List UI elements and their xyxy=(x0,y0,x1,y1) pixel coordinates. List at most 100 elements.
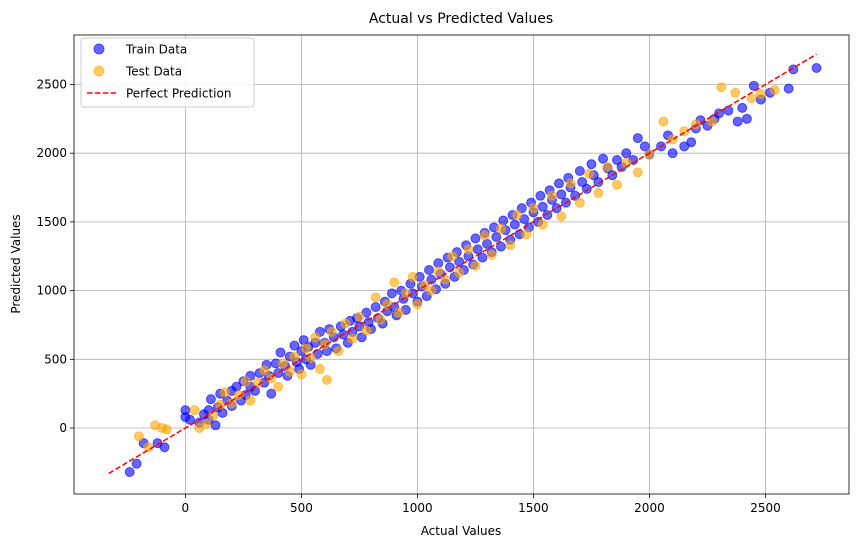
test-data-point xyxy=(347,333,358,344)
perfect-prediction-line xyxy=(108,53,817,475)
x-tick-label: 1000 xyxy=(402,501,433,515)
train-data-point xyxy=(185,414,196,425)
train-data-point xyxy=(275,347,286,358)
y-tick-label: 1500 xyxy=(36,215,67,229)
legend-marker-test xyxy=(93,65,105,77)
legend-label-test: Test Data xyxy=(125,65,182,79)
test-data-point xyxy=(528,203,539,214)
test-data-point xyxy=(546,190,557,201)
test-data-point xyxy=(486,249,497,260)
train-data-point xyxy=(732,116,743,127)
train-data-point xyxy=(498,215,509,226)
test-data-point xyxy=(382,299,393,310)
test-data-point xyxy=(375,314,386,325)
train-data-point xyxy=(542,210,553,221)
train-data-point xyxy=(210,420,221,431)
y-tick-label: 500 xyxy=(44,352,67,366)
train-data-point xyxy=(611,155,622,166)
test-data-point xyxy=(730,87,741,98)
test-data-point xyxy=(289,351,300,362)
test-data-point xyxy=(593,188,604,199)
test-data-point xyxy=(479,230,490,241)
train-data-point xyxy=(386,288,397,299)
x-axis-ticks: 0 500 1000 1500 2000 2500 xyxy=(182,494,781,515)
train-data-point xyxy=(249,385,260,396)
test-data-point xyxy=(556,211,567,222)
train-data-point xyxy=(581,183,592,194)
train-data-point xyxy=(535,190,546,201)
train-data-point xyxy=(472,244,483,255)
x-tick-label: 2000 xyxy=(634,501,665,515)
y-tick-label: 0 xyxy=(59,421,67,435)
train-data-point xyxy=(748,80,759,91)
test-data-point xyxy=(426,285,437,296)
train-data-point xyxy=(741,113,752,124)
test-data-point xyxy=(690,119,701,130)
train-data-point xyxy=(667,148,678,159)
test-data-point xyxy=(389,277,400,288)
test-data-point xyxy=(400,288,411,299)
x-tick-label: 2500 xyxy=(750,501,781,515)
legend-label-train: Train Data xyxy=(125,43,187,57)
train-data-point xyxy=(537,201,548,212)
test-data-point xyxy=(201,418,212,429)
test-data-point xyxy=(454,267,465,278)
test-data-point xyxy=(433,266,444,277)
test-data-point xyxy=(632,167,643,178)
test-data-point xyxy=(314,363,325,374)
test-data-point xyxy=(219,387,230,398)
train-data-point xyxy=(577,177,588,188)
test-data-point xyxy=(621,157,632,168)
train-data-point xyxy=(273,368,284,379)
test-data-point xyxy=(208,410,219,421)
train-data-point xyxy=(632,133,643,144)
y-axis-label: Predicted Values xyxy=(9,214,23,313)
test-data-point xyxy=(602,161,613,172)
train-data-point xyxy=(266,388,277,399)
train-data-point xyxy=(556,189,567,200)
train-data-point xyxy=(686,137,697,148)
test-data-point xyxy=(447,251,458,262)
train-data-point xyxy=(574,166,585,177)
test-data-point xyxy=(240,376,251,387)
test-data-point xyxy=(340,318,351,329)
test-data-point xyxy=(361,325,372,336)
test-data-point xyxy=(354,311,365,322)
test-data-point xyxy=(512,210,523,221)
test-data-point xyxy=(189,405,200,416)
test-data-point xyxy=(667,134,678,145)
train-data-point xyxy=(593,177,604,188)
test-data-point xyxy=(574,197,585,208)
train-data-point xyxy=(723,105,734,116)
test-data-point xyxy=(305,352,316,363)
legend-marker-train xyxy=(93,43,105,55)
test-data-point xyxy=(584,168,595,179)
test-data-point xyxy=(746,93,757,104)
train-data-point xyxy=(159,442,170,453)
train-data-point xyxy=(639,141,650,152)
test-data-point xyxy=(412,299,423,310)
test-data-point xyxy=(716,82,727,93)
train-data-point xyxy=(509,219,520,230)
test-data-point xyxy=(161,424,172,435)
train-data-point xyxy=(424,264,435,275)
train-data-point xyxy=(470,233,481,244)
test-data-point xyxy=(296,369,307,380)
y-tick-label: 2500 xyxy=(36,77,67,91)
test-data-point xyxy=(310,332,321,343)
test-data-point xyxy=(470,260,481,271)
test-data-point xyxy=(505,240,516,251)
test-data-point xyxy=(407,271,418,282)
test-data-point xyxy=(565,178,576,189)
train-data-point xyxy=(598,153,609,164)
train-data-point xyxy=(289,340,300,351)
train-data-point xyxy=(551,203,562,214)
test-data-point xyxy=(284,366,295,377)
test-data-point xyxy=(321,374,332,385)
y-tick-label: 1000 xyxy=(36,284,67,298)
test-data-point xyxy=(259,365,270,376)
test-data-point xyxy=(252,377,263,388)
test-data-point xyxy=(277,358,288,369)
test-data-point xyxy=(273,381,284,392)
